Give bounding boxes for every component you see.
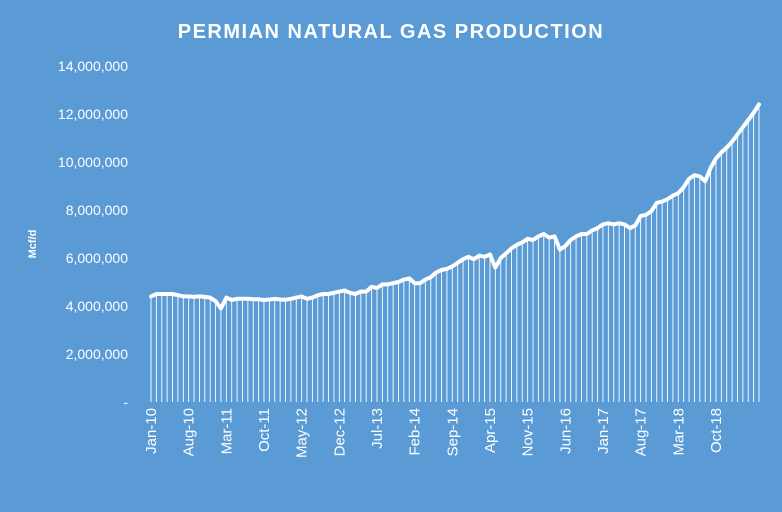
y-tick-label: 10,000,000 (58, 154, 128, 170)
y-axis-ticks: - 2,000,000 4,000,000 6,000,000 8,000,000 10,… (58, 58, 128, 410)
x-tick-label: Oct-18 (708, 408, 725, 453)
x-tick-label: May-12 (294, 408, 311, 458)
x-tick-label: Aug-10 (181, 408, 198, 456)
x-tick-label: Apr-15 (482, 408, 499, 453)
x-tick-label: Jul-13 (369, 408, 386, 449)
y-tick-label: 8,000,000 (66, 202, 128, 218)
x-tick-label: Nov-15 (520, 408, 537, 456)
chart-title: PERMIAN NATURAL GAS PRODUCTION (178, 21, 604, 43)
x-tick-label: Sep-14 (444, 408, 461, 456)
x-tick-label: Oct-11 (256, 408, 273, 452)
x-tick-label: Dec-12 (331, 408, 348, 456)
y-tick-label: 14,000,000 (58, 58, 128, 74)
x-tick-label: Jun-16 (557, 408, 574, 454)
series-line (149, 102, 761, 311)
y-axis-label: Mcf/d (27, 230, 39, 259)
y-tick-label: 12,000,000 (58, 106, 128, 122)
y-tick-label: 2,000,000 (66, 346, 128, 362)
x-tick-label: Aug-17 (633, 408, 650, 456)
x-tick-label: Mar-11 (218, 408, 235, 454)
area-fill-lines (150, 104, 760, 402)
y-tick-label: 6,000,000 (66, 250, 128, 266)
y-tick-label: - (123, 394, 128, 410)
x-tick-label: Jan-17 (595, 408, 612, 454)
x-axis-ticks: Jan-10 Aug-10 Mar-11 Oct-11 May-12 Dec-12 Jul-… (143, 408, 725, 458)
x-tick-label: Jan-10 (143, 408, 160, 454)
x-tick-label: Feb-14 (407, 408, 424, 456)
x-tick-label: Mar-18 (670, 408, 687, 456)
y-tick-label: 4,000,000 (66, 298, 128, 314)
